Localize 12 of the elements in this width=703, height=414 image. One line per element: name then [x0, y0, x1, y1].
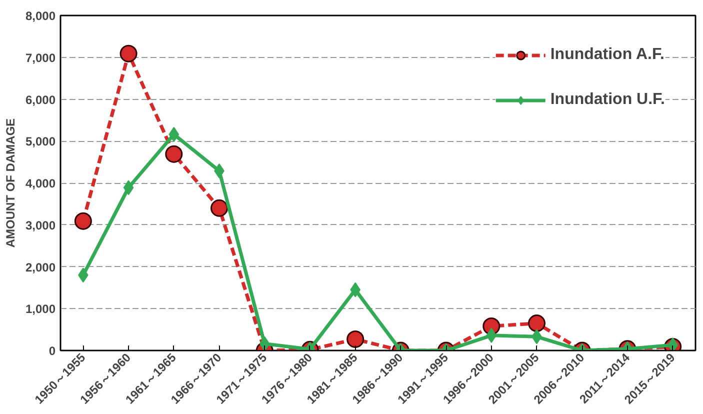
y-tick-label: 7,000 — [25, 50, 56, 65]
y-axis-title: AMOUNT OF DAMAGE — [3, 118, 18, 248]
y-tick-label: 3,000 — [25, 218, 56, 232]
y-tick-label: 1,000 — [25, 302, 56, 316]
legend-label: Inundation A.F. — [550, 46, 664, 64]
y-tick-label: 4,000 — [25, 176, 56, 190]
y-tick-label: 2,000 — [25, 260, 56, 274]
legend-label: Inundation U.F. — [550, 91, 665, 109]
y-tick-label: 8,000 — [25, 9, 56, 23]
y-tick-label: 6,000 — [25, 92, 56, 107]
y-tick-label: 5,000 — [25, 134, 56, 149]
y-tick-label: 0 — [48, 344, 56, 358]
